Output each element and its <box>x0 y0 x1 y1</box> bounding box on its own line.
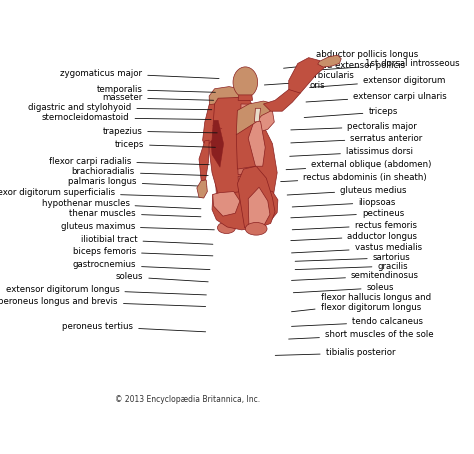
Text: peroneus longus and brevis: peroneus longus and brevis <box>0 296 206 306</box>
Text: gracilis: gracilis <box>295 262 408 271</box>
Text: vastus medialis: vastus medialis <box>292 243 422 253</box>
Text: orbicularis
oris: orbicularis oris <box>264 71 355 90</box>
Polygon shape <box>237 157 255 174</box>
Text: serratus anterior: serratus anterior <box>291 134 422 143</box>
Polygon shape <box>237 137 255 155</box>
Text: latissimus dorsi: latissimus dorsi <box>290 147 413 156</box>
Text: semitendinosus: semitendinosus <box>292 271 419 281</box>
Text: brachioradialis: brachioradialis <box>72 168 208 177</box>
Text: iliopsoas: iliopsoas <box>292 198 396 207</box>
Text: short muscles of the sole: short muscles of the sole <box>289 331 434 339</box>
Text: flexor carpi radialis: flexor carpi radialis <box>49 157 209 166</box>
Text: external oblique (abdomen): external oblique (abdomen) <box>286 160 431 170</box>
Polygon shape <box>209 98 277 210</box>
Text: © 2013 Encyclopædia Britannica, Inc.: © 2013 Encyclopædia Britannica, Inc. <box>115 395 260 404</box>
Text: extensor digitorum longus: extensor digitorum longus <box>6 285 206 295</box>
Text: abductor pollicis longus
and extensor pollicis: abductor pollicis longus and extensor po… <box>283 50 418 69</box>
Ellipse shape <box>218 222 236 233</box>
Text: flexor digitorum superficialis: flexor digitorum superficialis <box>0 188 203 197</box>
Text: sartorius: sartorius <box>295 253 410 262</box>
Text: soleus: soleus <box>116 272 208 282</box>
Text: thenar muscles: thenar muscles <box>69 209 201 218</box>
Text: hypothenar muscles: hypothenar muscles <box>42 199 201 209</box>
Text: extensor digitorum: extensor digitorum <box>310 76 445 88</box>
Polygon shape <box>238 95 253 100</box>
Text: rectus femoris: rectus femoris <box>292 221 417 230</box>
Polygon shape <box>289 58 325 93</box>
Polygon shape <box>255 109 261 122</box>
Text: tibialis posterior: tibialis posterior <box>275 348 395 357</box>
Polygon shape <box>264 84 301 111</box>
Polygon shape <box>241 104 274 133</box>
Polygon shape <box>215 149 242 194</box>
Text: pectineus: pectineus <box>291 209 404 218</box>
Polygon shape <box>236 116 260 169</box>
Text: gastrocnemius: gastrocnemius <box>73 261 210 270</box>
Text: tendo calcaneus: tendo calcaneus <box>292 317 423 326</box>
Polygon shape <box>236 101 274 135</box>
Text: flexor hallucis longus and
flexor digitorum longus: flexor hallucis longus and flexor digito… <box>292 292 431 312</box>
Text: trapezius: trapezius <box>102 127 217 136</box>
Text: zygomaticus major: zygomaticus major <box>60 69 219 79</box>
Polygon shape <box>238 176 255 192</box>
Text: gluteus maximus: gluteus maximus <box>61 222 214 231</box>
Polygon shape <box>213 192 240 216</box>
Polygon shape <box>209 120 224 167</box>
Text: rectus abdominis (in sheath): rectus abdominis (in sheath) <box>281 173 427 182</box>
Text: gluteus medius: gluteus medius <box>287 186 407 195</box>
Text: soleus: soleus <box>293 283 394 293</box>
Polygon shape <box>202 104 215 148</box>
Text: 1st dorsal introsseous: 1st dorsal introsseous <box>301 59 459 71</box>
Text: pectoralis major: pectoralis major <box>291 122 417 131</box>
Polygon shape <box>318 55 341 67</box>
Text: temporalis: temporalis <box>96 85 215 94</box>
Text: triceps: triceps <box>304 108 398 118</box>
Polygon shape <box>199 140 209 181</box>
Text: biceps femoris: biceps femoris <box>73 247 213 256</box>
Ellipse shape <box>233 67 258 98</box>
Polygon shape <box>210 102 231 167</box>
Text: peroneus tertius: peroneus tertius <box>62 322 206 332</box>
Polygon shape <box>248 187 270 228</box>
Text: digastric and stylohyoid: digastric and stylohyoid <box>28 103 212 112</box>
Text: sternocleidomastoid: sternocleidomastoid <box>42 113 211 122</box>
Polygon shape <box>209 87 242 119</box>
Text: triceps: triceps <box>115 140 215 149</box>
Text: adductor longus: adductor longus <box>291 232 418 241</box>
Polygon shape <box>248 120 265 166</box>
Text: masseter: masseter <box>102 94 214 102</box>
Polygon shape <box>197 180 207 198</box>
Ellipse shape <box>246 222 267 235</box>
Polygon shape <box>237 166 275 228</box>
Text: iliotibial tract: iliotibial tract <box>81 235 213 244</box>
Text: extensor carpi ulnaris: extensor carpi ulnaris <box>306 92 447 102</box>
Polygon shape <box>212 189 278 230</box>
Text: palmaris longus: palmaris longus <box>68 177 206 186</box>
